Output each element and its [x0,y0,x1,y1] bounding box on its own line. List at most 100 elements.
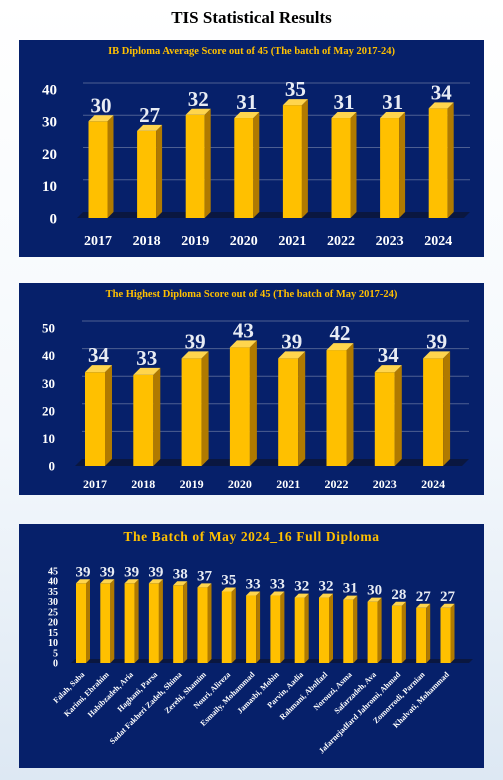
bar-side [394,365,402,466]
bar-top [380,112,406,119]
y-tick-label: 45 [48,567,58,578]
x-tick-label: 2017 [83,477,107,491]
bar-top [137,124,163,131]
bar-top [374,365,402,373]
bar [343,595,358,663]
bar-side [301,99,308,218]
bar-side [450,603,455,663]
data-label: 30 [91,93,112,117]
data-label: 39 [100,564,115,580]
bar [137,124,163,218]
bar [124,579,139,663]
x-tick-label: 2023 [376,234,404,249]
bar-front [246,595,257,663]
bar-side [249,340,257,466]
highest-score-chart: The Highest Diploma Score out of 45 (The… [19,283,484,495]
bar-front [294,597,305,663]
bar-front [173,585,184,663]
bar-top [221,587,236,592]
bar [331,112,357,218]
bar-top [391,601,406,606]
x-tick-label: 2022 [325,477,349,491]
chart-floor [75,459,469,466]
bar-side [298,351,306,466]
bar-top [343,595,358,600]
data-label: 35 [285,77,306,101]
data-label: 27 [139,103,160,127]
bar [440,603,455,663]
bar [173,581,188,663]
bar-front [133,374,154,466]
bar-front [234,118,254,218]
y-tick-label: 0 [50,211,58,227]
chart-title: IB Diploma Average Score out of 45 (The … [108,46,395,57]
bar-front [326,350,347,466]
bar-front [282,105,302,218]
bar [197,583,212,663]
bar-side [204,108,211,218]
bar-side [158,579,163,663]
data-label: 37 [197,568,213,584]
bar-side [153,367,161,466]
y-tick-label: 25 [48,607,58,618]
bar [423,351,451,466]
bar-side [201,351,209,466]
x-tick-label: 2022 [327,234,355,249]
bar-side [183,581,188,663]
x-tick-label: 2023 [373,477,397,491]
bar-front [331,118,351,218]
data-label: 32 [294,579,309,595]
data-label: 39 [124,564,139,580]
x-tick-label: 2024 [421,477,445,491]
bar [133,367,161,466]
data-label: 34 [378,343,400,367]
bar [85,365,112,466]
bar-front [367,601,378,663]
bar-front [428,108,448,218]
bar-top [331,112,357,119]
x-tick-label: 2021 [276,477,300,491]
bar-front [137,130,157,218]
y-tick-label: 20 [42,403,55,418]
x-tick-label: 2020 [230,234,258,249]
bar-top [197,583,212,588]
chart-title: The Highest Diploma Score out of 45 (The… [105,289,398,300]
x-tick-label: 2020 [228,477,252,491]
bar-top [148,579,163,584]
data-label: 34 [431,80,453,104]
bar-side [377,597,382,663]
bar-top [440,603,455,608]
bar-top [319,593,333,598]
x-tick-label: 2018 [133,234,161,249]
y-tick-label: 40 [42,82,57,98]
x-tick-label: 2019 [180,477,204,491]
y-tick-label: 30 [48,597,58,608]
data-label: 27 [440,589,456,605]
bar-front [374,372,395,466]
data-label: 31 [343,581,358,597]
average-score-chart: IB Diploma Average Score out of 45 (The … [19,40,484,257]
y-tick-label: 5 [53,648,58,659]
y-tick-label: 40 [42,348,55,363]
bar-top [326,343,354,351]
x-tick-label: 2019 [181,234,209,249]
bar [416,603,431,663]
bar [278,351,306,466]
bar-side [447,102,454,218]
bar-front [229,347,250,466]
bar-top [185,108,211,115]
bar [380,112,406,218]
bar [326,343,354,466]
bar-side [110,579,115,663]
bar-side [105,365,112,466]
x-tick-label: 2024 [424,234,452,249]
bar-top [246,591,261,596]
bar-top [234,112,260,119]
bar [88,115,114,218]
bar-side [426,603,431,663]
data-label: 32 [319,579,334,595]
y-tick-label: 30 [42,115,57,131]
y-tick-label: 0 [49,459,56,474]
bar [282,99,308,218]
